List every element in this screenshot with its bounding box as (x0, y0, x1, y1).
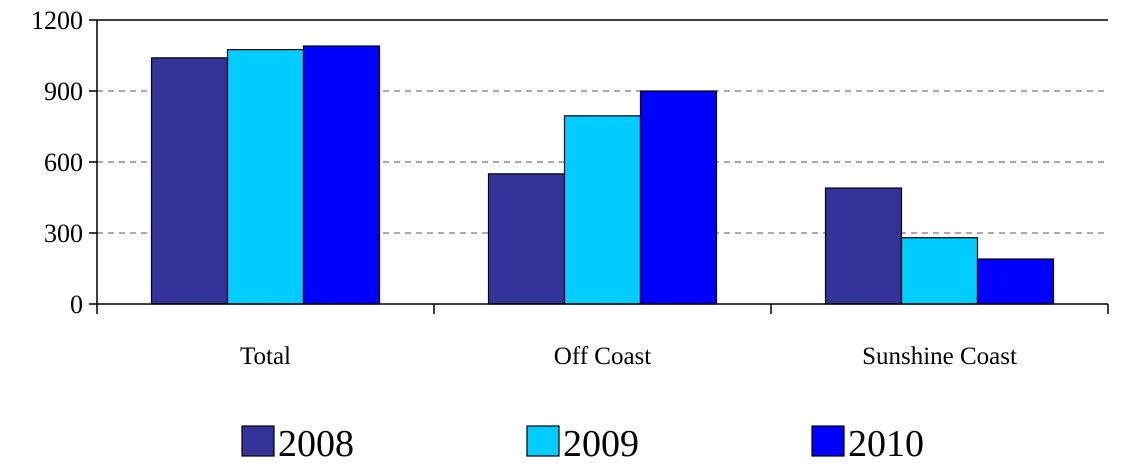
bar-2009-off-coast (563, 115, 642, 305)
x-category-labels: Total Off Coast Sunshine Coast (240, 343, 1017, 370)
x-category-label: Total (240, 343, 291, 370)
bar-2009-sunshine-coast (900, 237, 979, 305)
legend-label-2008: 2008 (278, 423, 354, 462)
x-category-label: Sunshine Coast (862, 343, 1017, 370)
bar-2008-off-coast (487, 173, 566, 305)
y-tick-label: 1200 (31, 6, 83, 35)
bar-2008-total (150, 57, 229, 305)
legend-label-2009: 2009 (563, 423, 639, 462)
bar-2010-sunshine-coast (976, 258, 1055, 305)
bar-2010-total (302, 45, 381, 305)
y-tick-label: 600 (44, 148, 83, 177)
legend-swatch-2008 (241, 425, 275, 457)
axes (89, 19, 1109, 314)
bar-2009-total (226, 48, 305, 305)
legend-label-2010: 2010 (848, 423, 924, 462)
legend: 2008 2009 2010 (241, 423, 924, 465)
legend-swatch-2009 (526, 425, 560, 457)
legend-swatch-2010 (811, 425, 845, 457)
y-tick-labels: 0 300 600 900 1200 (31, 6, 83, 319)
bar-2008-sunshine-coast (824, 187, 903, 305)
y-tick-label: 0 (70, 290, 83, 319)
bars (150, 45, 1055, 305)
x-category-label: Off Coast (554, 343, 652, 370)
bar-2010-off-coast (639, 90, 718, 305)
y-tick-label: 900 (44, 77, 83, 106)
y-tick-label: 300 (44, 219, 83, 248)
